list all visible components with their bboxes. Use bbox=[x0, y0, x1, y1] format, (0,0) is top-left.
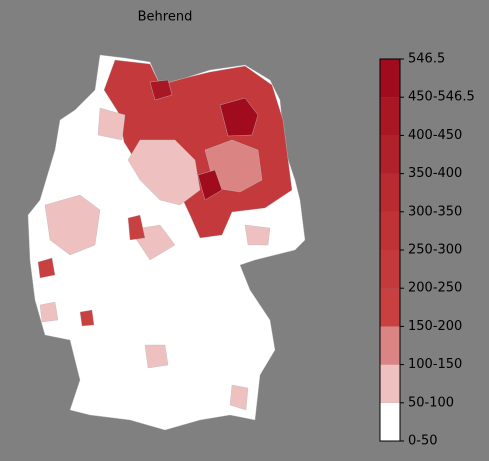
colorbar-label: 250-300 bbox=[408, 243, 462, 258]
colorbar-segment bbox=[380, 135, 400, 174]
colorbar-label: 400-450 bbox=[408, 128, 462, 143]
colorbar: 0-50 50-100 100-150 150-200 200-250 250-300 30… bbox=[380, 52, 475, 449]
colorbar-label: 100-150 bbox=[408, 357, 462, 372]
colorbar-segment bbox=[380, 211, 400, 250]
colorbar-segment bbox=[380, 97, 400, 136]
colorbar-segment bbox=[380, 288, 400, 327]
map-title: Behrend bbox=[138, 10, 193, 25]
colorbar-label: 350-400 bbox=[408, 166, 462, 181]
colorbar-label: 450-546.5 bbox=[408, 90, 475, 105]
colorbar-segment bbox=[380, 59, 400, 98]
colorbar-label: 150-200 bbox=[408, 319, 462, 334]
germany-map bbox=[27, 54, 306, 431]
colorbar-segment bbox=[380, 326, 400, 365]
colorbar-label: 546.5 bbox=[408, 52, 445, 67]
region-low bbox=[44, 194, 101, 256]
region-mid bbox=[127, 214, 146, 241]
region-peak bbox=[149, 79, 173, 101]
colorbar-segment bbox=[380, 364, 400, 403]
colorbar-segment bbox=[380, 173, 400, 212]
region-low bbox=[229, 384, 249, 411]
region-low bbox=[39, 301, 59, 323]
region-peak bbox=[197, 169, 223, 201]
region-mid bbox=[79, 309, 95, 327]
colorbar-segment bbox=[380, 250, 400, 289]
colorbar-frame bbox=[379, 58, 401, 442]
colorbar-label: 0-50 bbox=[408, 434, 438, 449]
region-peak bbox=[219, 97, 259, 137]
colorbar-label: 300-350 bbox=[408, 204, 462, 219]
region-low bbox=[144, 344, 169, 369]
region-mid bbox=[37, 257, 56, 279]
region-low bbox=[244, 224, 271, 246]
colorbar-segment bbox=[380, 402, 400, 441]
region-low bbox=[97, 107, 126, 141]
colorbar-label: 50-100 bbox=[408, 395, 454, 410]
region-mid bbox=[127, 139, 201, 206]
colorbar-label: 200-250 bbox=[408, 281, 462, 296]
